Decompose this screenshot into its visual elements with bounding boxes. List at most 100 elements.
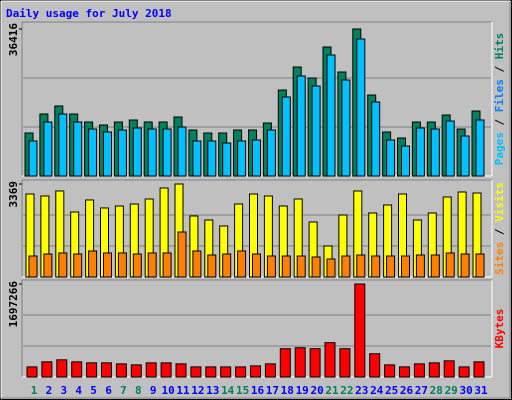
bar — [475, 253, 485, 278]
bar — [279, 348, 291, 378]
bar — [147, 128, 157, 177]
bar — [371, 255, 381, 278]
bar — [175, 363, 187, 378]
bar — [115, 363, 127, 378]
bar — [473, 361, 485, 378]
bar — [222, 253, 232, 278]
bar — [324, 342, 336, 378]
bar — [132, 127, 142, 177]
bar — [28, 255, 38, 278]
bar — [445, 120, 455, 177]
legend-item: Hits — [493, 33, 506, 60]
x-tick-label: 19 — [296, 384, 309, 397]
bar — [73, 121, 83, 177]
legend-item: Files — [493, 79, 506, 112]
bar — [326, 258, 336, 278]
bar — [250, 365, 261, 378]
legend-item: / — [493, 119, 506, 126]
bar — [430, 128, 440, 177]
bar — [237, 250, 247, 278]
bar — [428, 362, 440, 378]
bar — [356, 38, 366, 177]
x-tick-label: 23 — [355, 384, 368, 397]
bar — [399, 366, 410, 378]
bar — [86, 362, 98, 378]
bar — [26, 366, 38, 378]
bar — [205, 366, 217, 378]
x-tick-label: 9 — [150, 384, 157, 397]
x-tick-label: 22 — [340, 384, 353, 397]
bar — [339, 348, 351, 378]
x-tick-label: 3 — [60, 384, 67, 397]
bar — [369, 353, 381, 378]
bar — [162, 252, 172, 278]
bar — [145, 362, 157, 378]
bar — [73, 253, 83, 278]
bar — [237, 140, 247, 177]
legend-item: / — [493, 66, 506, 73]
bar — [443, 360, 455, 378]
x-tick-label: 7 — [120, 384, 127, 397]
bar — [309, 348, 321, 378]
x-tick-label: 2 — [46, 384, 53, 397]
bar — [415, 254, 425, 278]
x-tick-label: 4 — [75, 384, 82, 397]
x-tick-label: 8 — [135, 384, 142, 397]
bar — [326, 54, 336, 177]
bar — [430, 254, 440, 278]
x-tick-label: 25 — [385, 384, 398, 397]
x-tick-label: 28 — [430, 384, 443, 397]
y-tick-label: 1697266 — [7, 281, 20, 328]
bar — [458, 366, 470, 378]
y-tick-label: 3369 — [7, 181, 20, 208]
bar — [235, 366, 247, 378]
x-tick-label: 26 — [400, 384, 414, 397]
bar — [252, 253, 261, 278]
bar — [222, 142, 232, 177]
bar — [294, 347, 306, 378]
bar — [130, 364, 142, 378]
x-tick-label: 16 — [251, 384, 265, 397]
x-tick-label: 1 — [31, 384, 38, 397]
bar — [386, 255, 396, 278]
bar — [356, 254, 366, 278]
bar — [311, 85, 321, 177]
bar — [117, 129, 127, 177]
bar — [41, 361, 53, 378]
x-tick-label: 31 — [474, 384, 488, 397]
bar — [207, 140, 217, 177]
bar — [88, 128, 98, 177]
chart-title: Daily usage for July 2018 — [6, 7, 172, 20]
x-tick-label: 12 — [191, 384, 204, 397]
x-tick-label: 6 — [105, 384, 112, 397]
bar — [341, 79, 351, 177]
bar — [281, 96, 291, 177]
bar — [252, 139, 261, 177]
x-tick-label: 14 — [221, 384, 235, 397]
bar — [132, 253, 142, 278]
bar — [475, 119, 485, 177]
x-tick-label: 18 — [281, 384, 294, 397]
bar — [117, 252, 127, 278]
bar — [103, 131, 112, 177]
x-tick-label: 29 — [445, 384, 458, 397]
legend-item: KBytes — [493, 309, 506, 349]
bar — [311, 256, 321, 278]
bar — [413, 363, 425, 378]
bar — [460, 135, 470, 177]
bar — [192, 250, 202, 278]
x-tick-label: 24 — [370, 384, 384, 397]
legend-item: Visits — [493, 182, 506, 222]
legend-item: Sites — [493, 242, 506, 275]
bar — [56, 359, 68, 378]
x-tick-label: 20 — [310, 384, 323, 397]
bar — [88, 250, 98, 278]
panel — [22, 280, 492, 377]
legend: KBytes — [493, 309, 506, 349]
bar — [207, 254, 217, 278]
bar — [296, 75, 306, 177]
bar — [401, 255, 410, 278]
legend: Pages / Files / Hits — [493, 33, 506, 166]
bar — [190, 366, 202, 378]
bar — [281, 255, 291, 278]
